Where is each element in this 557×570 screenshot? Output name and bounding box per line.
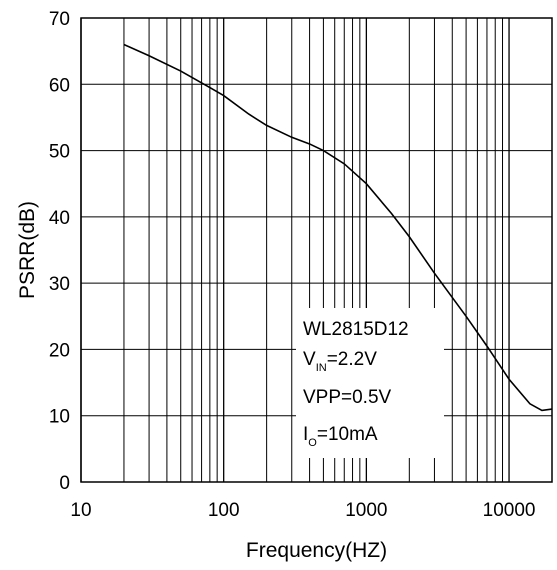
series-line-psrr <box>123 43 553 412</box>
y-tick-label: 60 <box>49 75 70 96</box>
y-tick-labels: 0 10 20 30 40 50 60 70 <box>49 9 70 494</box>
annotation-background <box>296 308 444 458</box>
y-axis-title: PSRR(dB) <box>16 201 39 299</box>
y-tick-label: 30 <box>49 274 70 295</box>
y-tick-label: 50 <box>49 142 70 163</box>
annotation-line: IO=10mA <box>303 424 378 449</box>
annotation-line: WL2815D12 <box>303 319 409 340</box>
y-tick-label: 40 <box>49 208 70 229</box>
y-tick-label: 70 <box>49 9 70 30</box>
x-tick-label: 10000 <box>483 500 536 521</box>
x-tick-labels: 10 100 1000 10000 <box>70 500 535 521</box>
y-tick-label: 20 <box>49 340 70 361</box>
x-tick-label: 100 <box>208 500 240 521</box>
annotation-line: VIN=2.2V <box>303 349 377 374</box>
x-tick-label: 10 <box>70 500 91 521</box>
y-tick-label: 0 <box>59 473 70 494</box>
annotation-box: WL2815D12 VIN=2.2V VPP=0.5V IO=10mA <box>296 308 444 458</box>
x-tick-label: 1000 <box>345 500 387 521</box>
x-axis-title: Frequency(HZ) <box>246 539 387 562</box>
plot-frame <box>80 17 553 483</box>
annotation-line: VPP=0.5V <box>303 387 392 408</box>
y-tick-label: 10 <box>49 407 70 428</box>
